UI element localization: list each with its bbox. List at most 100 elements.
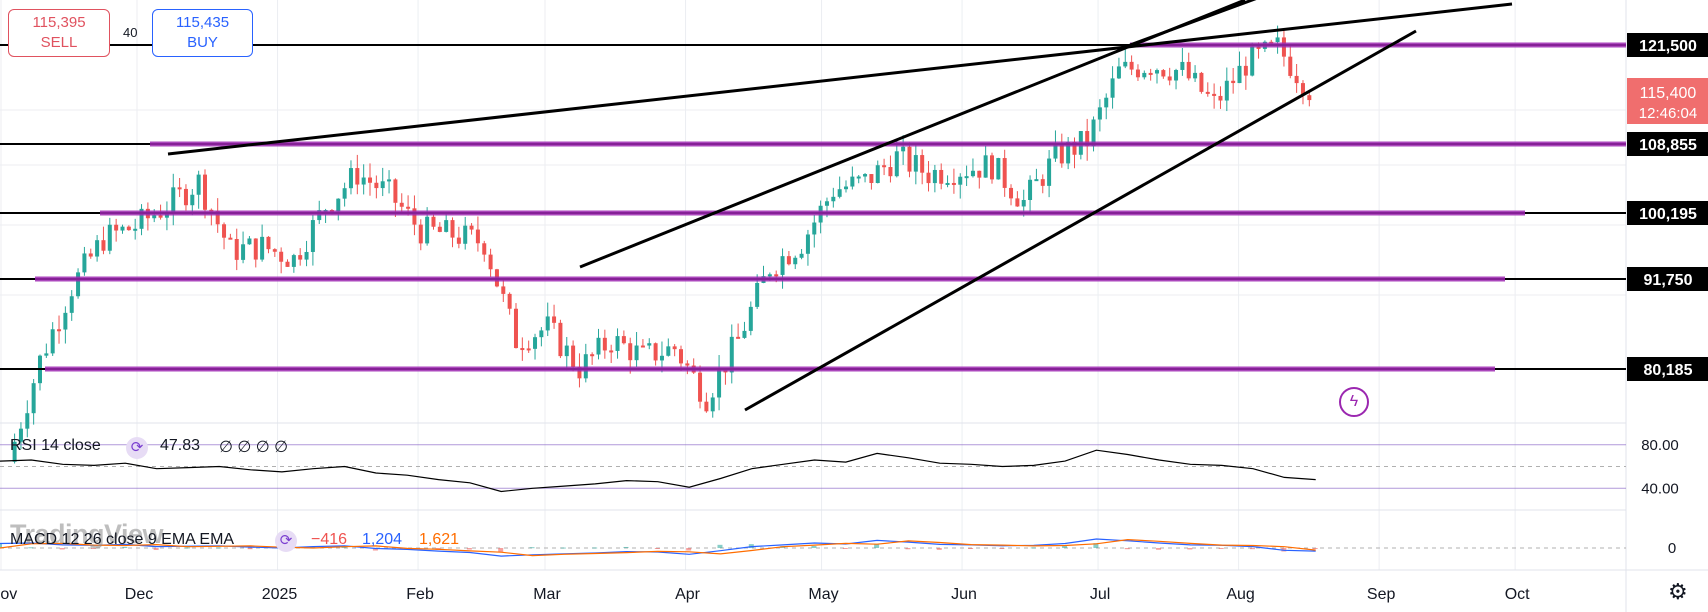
candle-body [647,343,652,346]
macd-histogram-bar [466,548,472,550]
candle-body [139,208,144,229]
candle-body [44,353,49,356]
candle-body [152,215,157,219]
candle-body [1294,75,1299,84]
time-axis-label: Apr [675,586,701,603]
tradingview-logo: TradingView [10,519,164,549]
candle-body [913,155,918,172]
lightning-icon[interactable]: ϟ [1339,387,1369,417]
candle-body [894,151,899,177]
candle-body [456,237,461,244]
refresh-icon[interactable]: ⟳ [126,437,148,459]
candle-body [393,179,398,203]
candle-body [996,158,1001,180]
macd-label[interactable]: MACD 12 26 close 9 EMA EMA [10,531,235,548]
candle-body [488,254,493,270]
level-band [45,366,1495,372]
candle-body [1174,69,1179,81]
candle-body [431,216,436,227]
refresh-icon[interactable]: ⟳ [275,530,297,552]
time-axis-label: Sep [1367,586,1396,603]
candle-body [596,337,601,355]
time-axis-label: 2025 [262,586,298,603]
macd-scale-label: 0 [1668,540,1676,557]
macd-histogram-bar [0,543,2,548]
candle-body [609,350,614,353]
candle-body [685,363,690,366]
candle-body [418,224,423,244]
price-label: 91,750 [1644,272,1693,289]
candle-body [1040,179,1045,186]
macd-value: 1,204 [362,531,403,548]
candle-body [856,176,861,179]
candle-body [1212,93,1217,96]
candle-body [310,220,315,252]
candle-body [1085,131,1090,147]
macd-histogram-bar [1187,548,1193,550]
candle-body [304,251,309,260]
candle-body [729,336,734,373]
macd-histogram-bar [811,545,817,548]
candle-body [1180,61,1185,70]
macd-histogram-bar [1030,547,1036,549]
candle-body [958,176,963,185]
buy-button[interactable]: 115,435 BUY [152,9,253,57]
macd-histogram-bar [686,548,692,551]
time-axis-label: Aug [1226,586,1254,603]
candle-body [482,243,487,255]
candle-body [1021,199,1026,207]
candle-body [1237,65,1242,84]
candle-body [970,170,975,177]
candle-body [932,169,937,184]
candle-body [1097,107,1102,120]
candle-body [748,306,753,331]
candle-body [253,238,258,260]
candle-body [583,354,588,379]
candle-body [640,345,645,348]
candle-body [291,255,296,267]
candle-body [507,293,512,309]
macd-histogram-bar [560,547,566,549]
macd-histogram-bar [968,548,974,549]
candle-body [1218,95,1223,101]
candle-body [1002,158,1007,188]
price-label: 100,195 [1639,206,1697,223]
candle-body [1256,46,1261,49]
macd-histogram-bar [310,546,316,548]
macd-histogram-value: −416 [311,531,348,548]
candle-body [190,194,195,206]
candle-body [444,220,449,232]
candle-body [114,224,119,231]
candle-body [888,167,893,177]
sell-button[interactable]: 115,395 SELL [8,9,110,57]
candle-body [939,169,944,184]
candle-body [571,345,576,367]
macd-histogram-bar [654,548,660,549]
candle-body [279,251,284,262]
macd-histogram-bar [936,548,942,550]
candle-body [742,330,747,338]
time-axis-label: Feb [406,586,434,603]
time-axis-label: Jul [1090,586,1110,603]
candle-body [18,428,23,442]
price-label-box [1627,33,1708,57]
candle-body [1193,72,1198,79]
rsi-label[interactable]: RSI 14 close [10,437,101,454]
time-axis-label: Jun [951,586,977,603]
candle-body [513,308,518,349]
candle-body [463,225,468,244]
candle-body [101,240,106,251]
candle-body [1047,158,1052,186]
candle-body [882,165,887,168]
candle-body [552,316,557,323]
candle-body [850,176,855,187]
candle-body [710,397,715,412]
candle-body [805,234,810,254]
candle-body [260,236,265,260]
candle-body [704,401,709,412]
candle-body [425,216,430,244]
macd-histogram-bar [529,547,535,549]
candle-body [799,253,804,258]
settings-icon[interactable]: ⚙ [1668,579,1688,604]
